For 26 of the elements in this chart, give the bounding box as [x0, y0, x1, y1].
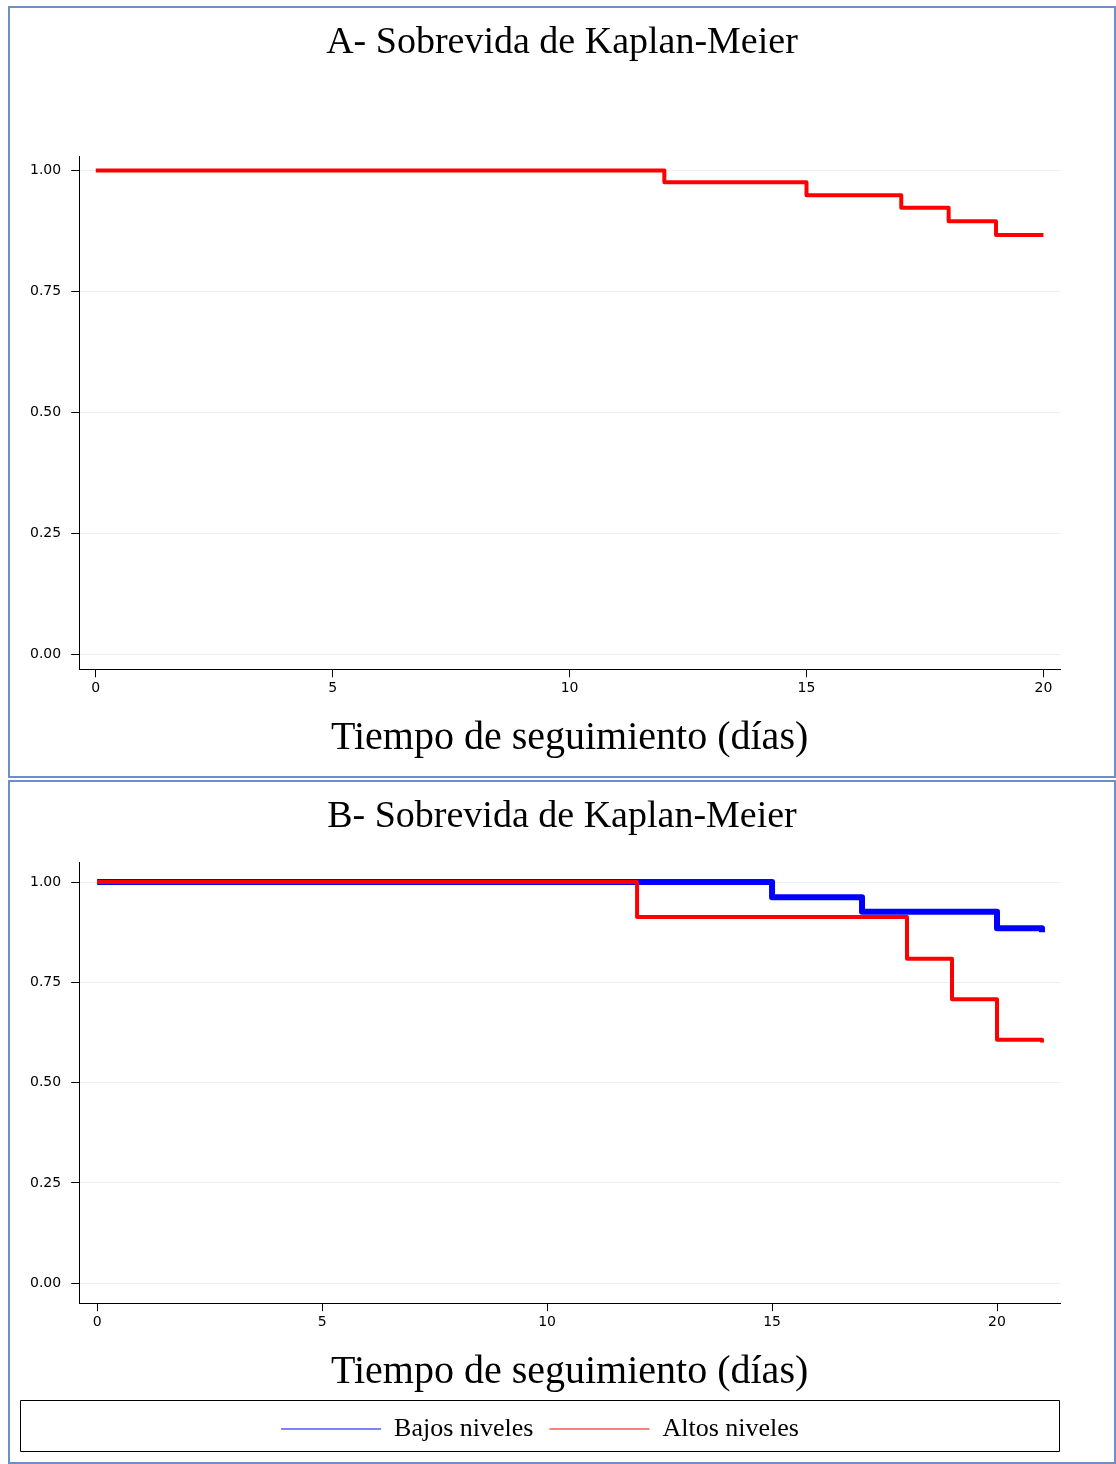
- y-tick-label: 0.75: [30, 972, 62, 989]
- y-tick-label: 0.75: [30, 282, 62, 299]
- y-tick-label: 0.50: [30, 403, 62, 420]
- x-tick-label: 15: [763, 1313, 781, 1330]
- y-tick-label: 0.50: [30, 1073, 62, 1090]
- legend-label: Altos niveles: [662, 1412, 799, 1442]
- legend-label: Bajos niveles: [394, 1412, 534, 1442]
- y-tick-label: 0.25: [30, 1173, 62, 1190]
- x-tick-label: 0: [92, 1313, 102, 1330]
- x-tick-label: 15: [797, 679, 816, 696]
- x-tick-label: 20: [988, 1313, 1006, 1330]
- x-tick-label: 0: [91, 679, 101, 696]
- x-tick-label: 20: [1034, 679, 1053, 696]
- x-tick-label: 10: [538, 1313, 556, 1330]
- x-tick-label: 10: [560, 679, 579, 696]
- y-tick-label: 1.00: [30, 872, 62, 889]
- y-tick-label: 0.25: [30, 524, 62, 541]
- x-axis-title: Tiempo de seguimiento (días): [330, 712, 809, 758]
- y-tick-label: 0.00: [30, 645, 62, 662]
- chart-title: A- Sobrevida de Kaplan-Meier: [325, 18, 799, 62]
- x-axis-title: Tiempo de seguimiento (días): [330, 1346, 809, 1392]
- y-tick-label: 0.00: [30, 1273, 62, 1290]
- chart-title: B- Sobrevida de Kaplan-Meier: [326, 792, 798, 836]
- x-tick-label: 5: [328, 679, 338, 696]
- x-tick-label: 5: [317, 1313, 327, 1330]
- y-tick-label: 1.00: [30, 161, 62, 178]
